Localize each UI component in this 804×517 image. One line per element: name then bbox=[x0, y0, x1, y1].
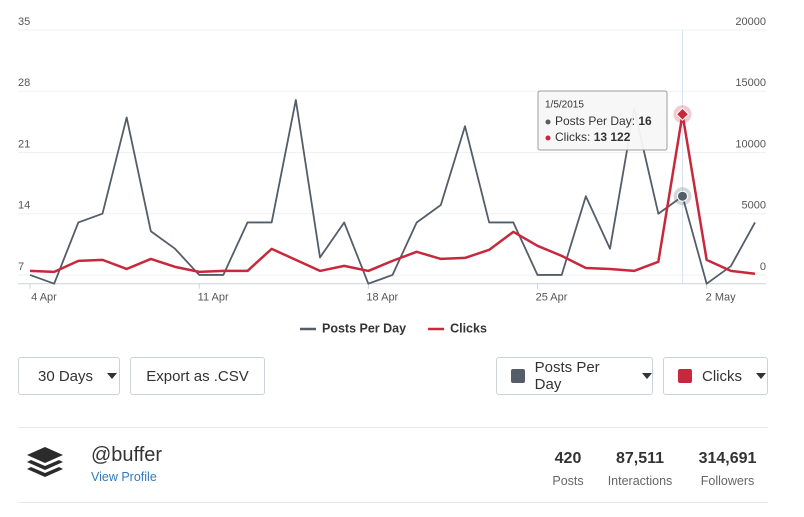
stat-value: 420 bbox=[554, 450, 582, 467]
profile-name: @buffer bbox=[91, 444, 163, 466]
legend-label: Clicks bbox=[450, 321, 487, 335]
swatch bbox=[511, 369, 525, 383]
export-label: Export as .CSV bbox=[146, 367, 249, 385]
x-tick-label: 11 Apr bbox=[198, 292, 229, 304]
range-label: 30 Days bbox=[38, 367, 94, 385]
x-tick-label: 2 May bbox=[706, 292, 736, 304]
legend-label: Posts Per Day bbox=[322, 321, 406, 335]
y2-tick-label: 5000 bbox=[742, 200, 766, 212]
x-tick-label: 25 Apr bbox=[536, 292, 568, 304]
tooltip-date: 1/5/2015 bbox=[545, 100, 584, 111]
export-button[interactable]: Export as .CSV bbox=[130, 357, 265, 395]
caret bbox=[107, 373, 118, 379]
tooltip-dot bbox=[545, 135, 551, 141]
tooltip-value: 16 bbox=[638, 114, 652, 128]
tooltip-item: Clicks: 13 122 bbox=[555, 130, 631, 144]
tooltip-box bbox=[537, 90, 668, 151]
buffer-logo bbox=[27, 447, 63, 477]
tooltip-label: Posts Per Day: bbox=[555, 114, 635, 128]
metric1-dropdown[interactable]: Posts Per Day bbox=[496, 357, 653, 395]
metric2-dropdown[interactable]: Clicks bbox=[663, 357, 768, 395]
hover-point bbox=[677, 190, 688, 202]
tooltip-item: Posts Per Day: 16 bbox=[555, 114, 652, 128]
x-tick-label: 4 Apr bbox=[31, 292, 57, 304]
range-dropdown[interactable]: 30 Days bbox=[18, 357, 120, 395]
divider bbox=[18, 502, 768, 503]
y-tick-label: 35 bbox=[18, 16, 30, 28]
y-tick-label: 21 bbox=[18, 138, 30, 150]
metric2-label: Clicks bbox=[702, 367, 742, 385]
stat: 420 Posts bbox=[548, 450, 588, 488]
caret bbox=[642, 373, 652, 379]
y-tick-label: 28 bbox=[18, 77, 30, 89]
y2-tick-label: 20000 bbox=[735, 16, 766, 28]
y2-tick-label: 15000 bbox=[735, 77, 766, 89]
divider bbox=[18, 427, 768, 428]
stat: 87,511 Interactions bbox=[600, 450, 680, 488]
swatch bbox=[678, 369, 692, 383]
stat: 314,691 Followers bbox=[690, 450, 765, 488]
hover-point bbox=[675, 107, 690, 121]
y2-tick-label: 10000 bbox=[735, 138, 766, 150]
stat-label: Interactions bbox=[607, 474, 673, 488]
x-tick-label: 18 Apr bbox=[366, 292, 398, 304]
stat-value: 87,511 bbox=[615, 450, 665, 467]
y-tick-label: 14 bbox=[18, 200, 30, 212]
tooltip-label: Clicks: bbox=[555, 130, 590, 144]
stat-value: 314,691 bbox=[698, 450, 757, 467]
profile-link[interactable]: View Profile bbox=[91, 470, 157, 484]
tooltip-dot bbox=[545, 119, 551, 125]
y2-tick-label: 0 bbox=[760, 261, 766, 273]
caret bbox=[756, 373, 766, 379]
tooltip-value: 13 122 bbox=[594, 130, 631, 144]
chart: 7 14 21 28 35 0 5000 10000 15000 20000 4 Apr 11 Apr… bbox=[18, 16, 766, 335]
metric1-label: Posts Per Day bbox=[534, 359, 600, 393]
series-line bbox=[29, 112, 756, 275]
y-tick-label: 7 bbox=[18, 261, 24, 273]
stat-label: Posts bbox=[552, 474, 584, 488]
stat-label: Followers bbox=[700, 474, 755, 488]
